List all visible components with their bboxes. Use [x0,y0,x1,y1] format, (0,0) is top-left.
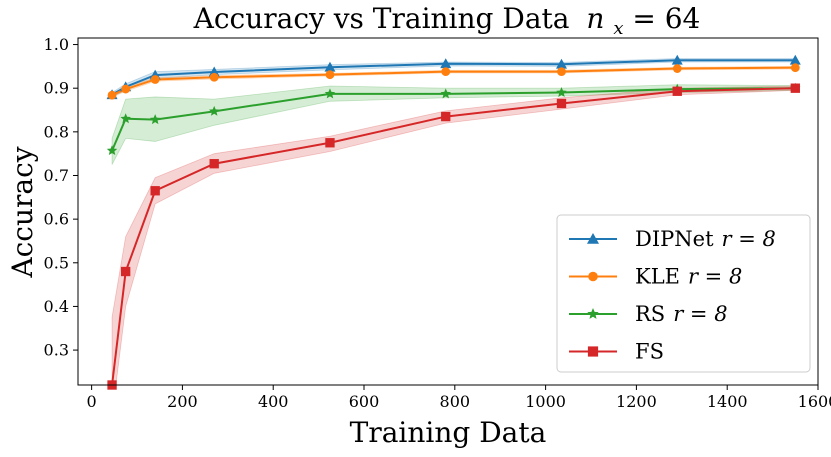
y-tick-label: 0.4 [44,297,69,316]
x-tick-label: 1000 [525,392,566,411]
x-tick-label: 200 [167,392,198,411]
kle-legend-label: KLE r = 8 [635,265,742,289]
dipnet-legend-label: DIPNet r = 8 [635,227,776,251]
legend: DIPNet r = 8 KLE r = 8 RS r = 8 FS [556,214,811,373]
rs-point [556,87,567,98]
y-tick-label: 0.3 [44,341,69,360]
rs-point [324,88,336,99]
dipnet-point [324,61,336,72]
rs-confidence-band [111,84,796,165]
y-tick-label: 0.7 [44,166,69,185]
y-axis-ticks: 0.3 0.4 0.5 0.6 0.7 0.8 0.9 1.0 [44,35,78,360]
dipnet-point [440,58,452,69]
y-tick-label: 0.8 [44,122,69,141]
dipnet-point [555,58,567,69]
rs-point [106,145,118,156]
x-tick-label: 400 [258,392,289,411]
dipnet-point [671,54,683,65]
kle-point [209,72,219,82]
x-tick-label: 800 [440,392,471,411]
fs-point [120,266,131,277]
x-axis-label: Training Data [350,416,547,449]
fs-point [325,138,335,148]
kle-point [107,90,117,100]
legend-box [556,214,811,373]
chart-title-variable: n [586,2,604,35]
x-tick-label: 1200 [616,392,657,411]
dipnet-legend-marker [587,233,599,244]
chart-title-value: = 64 [632,2,700,35]
y-tick-label: 0.6 [44,210,69,229]
kle-point [790,63,800,73]
y-axis-label: Accuracy [6,146,39,278]
fs-legend-label: FS [635,340,664,364]
fs-point [672,86,682,96]
fs-point [209,159,219,169]
x-tick-label: 0 [87,392,97,411]
y-tick-label: 0.9 [44,79,69,98]
rs-point [208,105,220,116]
series-markers [106,54,801,390]
kle-point [121,84,131,94]
rs-point [440,88,451,99]
chart-title-text: Accuracy vs Training Data [193,2,570,35]
kle-point [150,75,160,84]
y-tick-label: 1.0 [44,35,69,54]
rs-legend-label: RS r = 8 [635,302,728,326]
y-tick-label: 0.5 [44,253,69,272]
plot-frame [77,37,819,386]
fs-point [790,83,800,93]
kle-legend-marker [588,271,598,282]
kle-point [441,67,451,77]
rs-point [149,114,161,125]
rs-legend-marker [587,308,599,319]
fs-point [150,186,160,196]
kle-point [325,70,335,80]
fs-point [441,111,451,122]
kle-point [672,64,682,73]
x-tick-label: 1400 [707,392,748,411]
rs-point [120,113,131,124]
dipnet-point [789,54,801,65]
x-tick-label: 600 [349,392,380,411]
fs-legend-marker [587,346,599,357]
chart-title-subscript: x [613,18,623,39]
kle-point [557,67,566,77]
fs-point [556,98,567,109]
chart-title: Accuracy vs Training Data n x = 64 [193,2,701,41]
